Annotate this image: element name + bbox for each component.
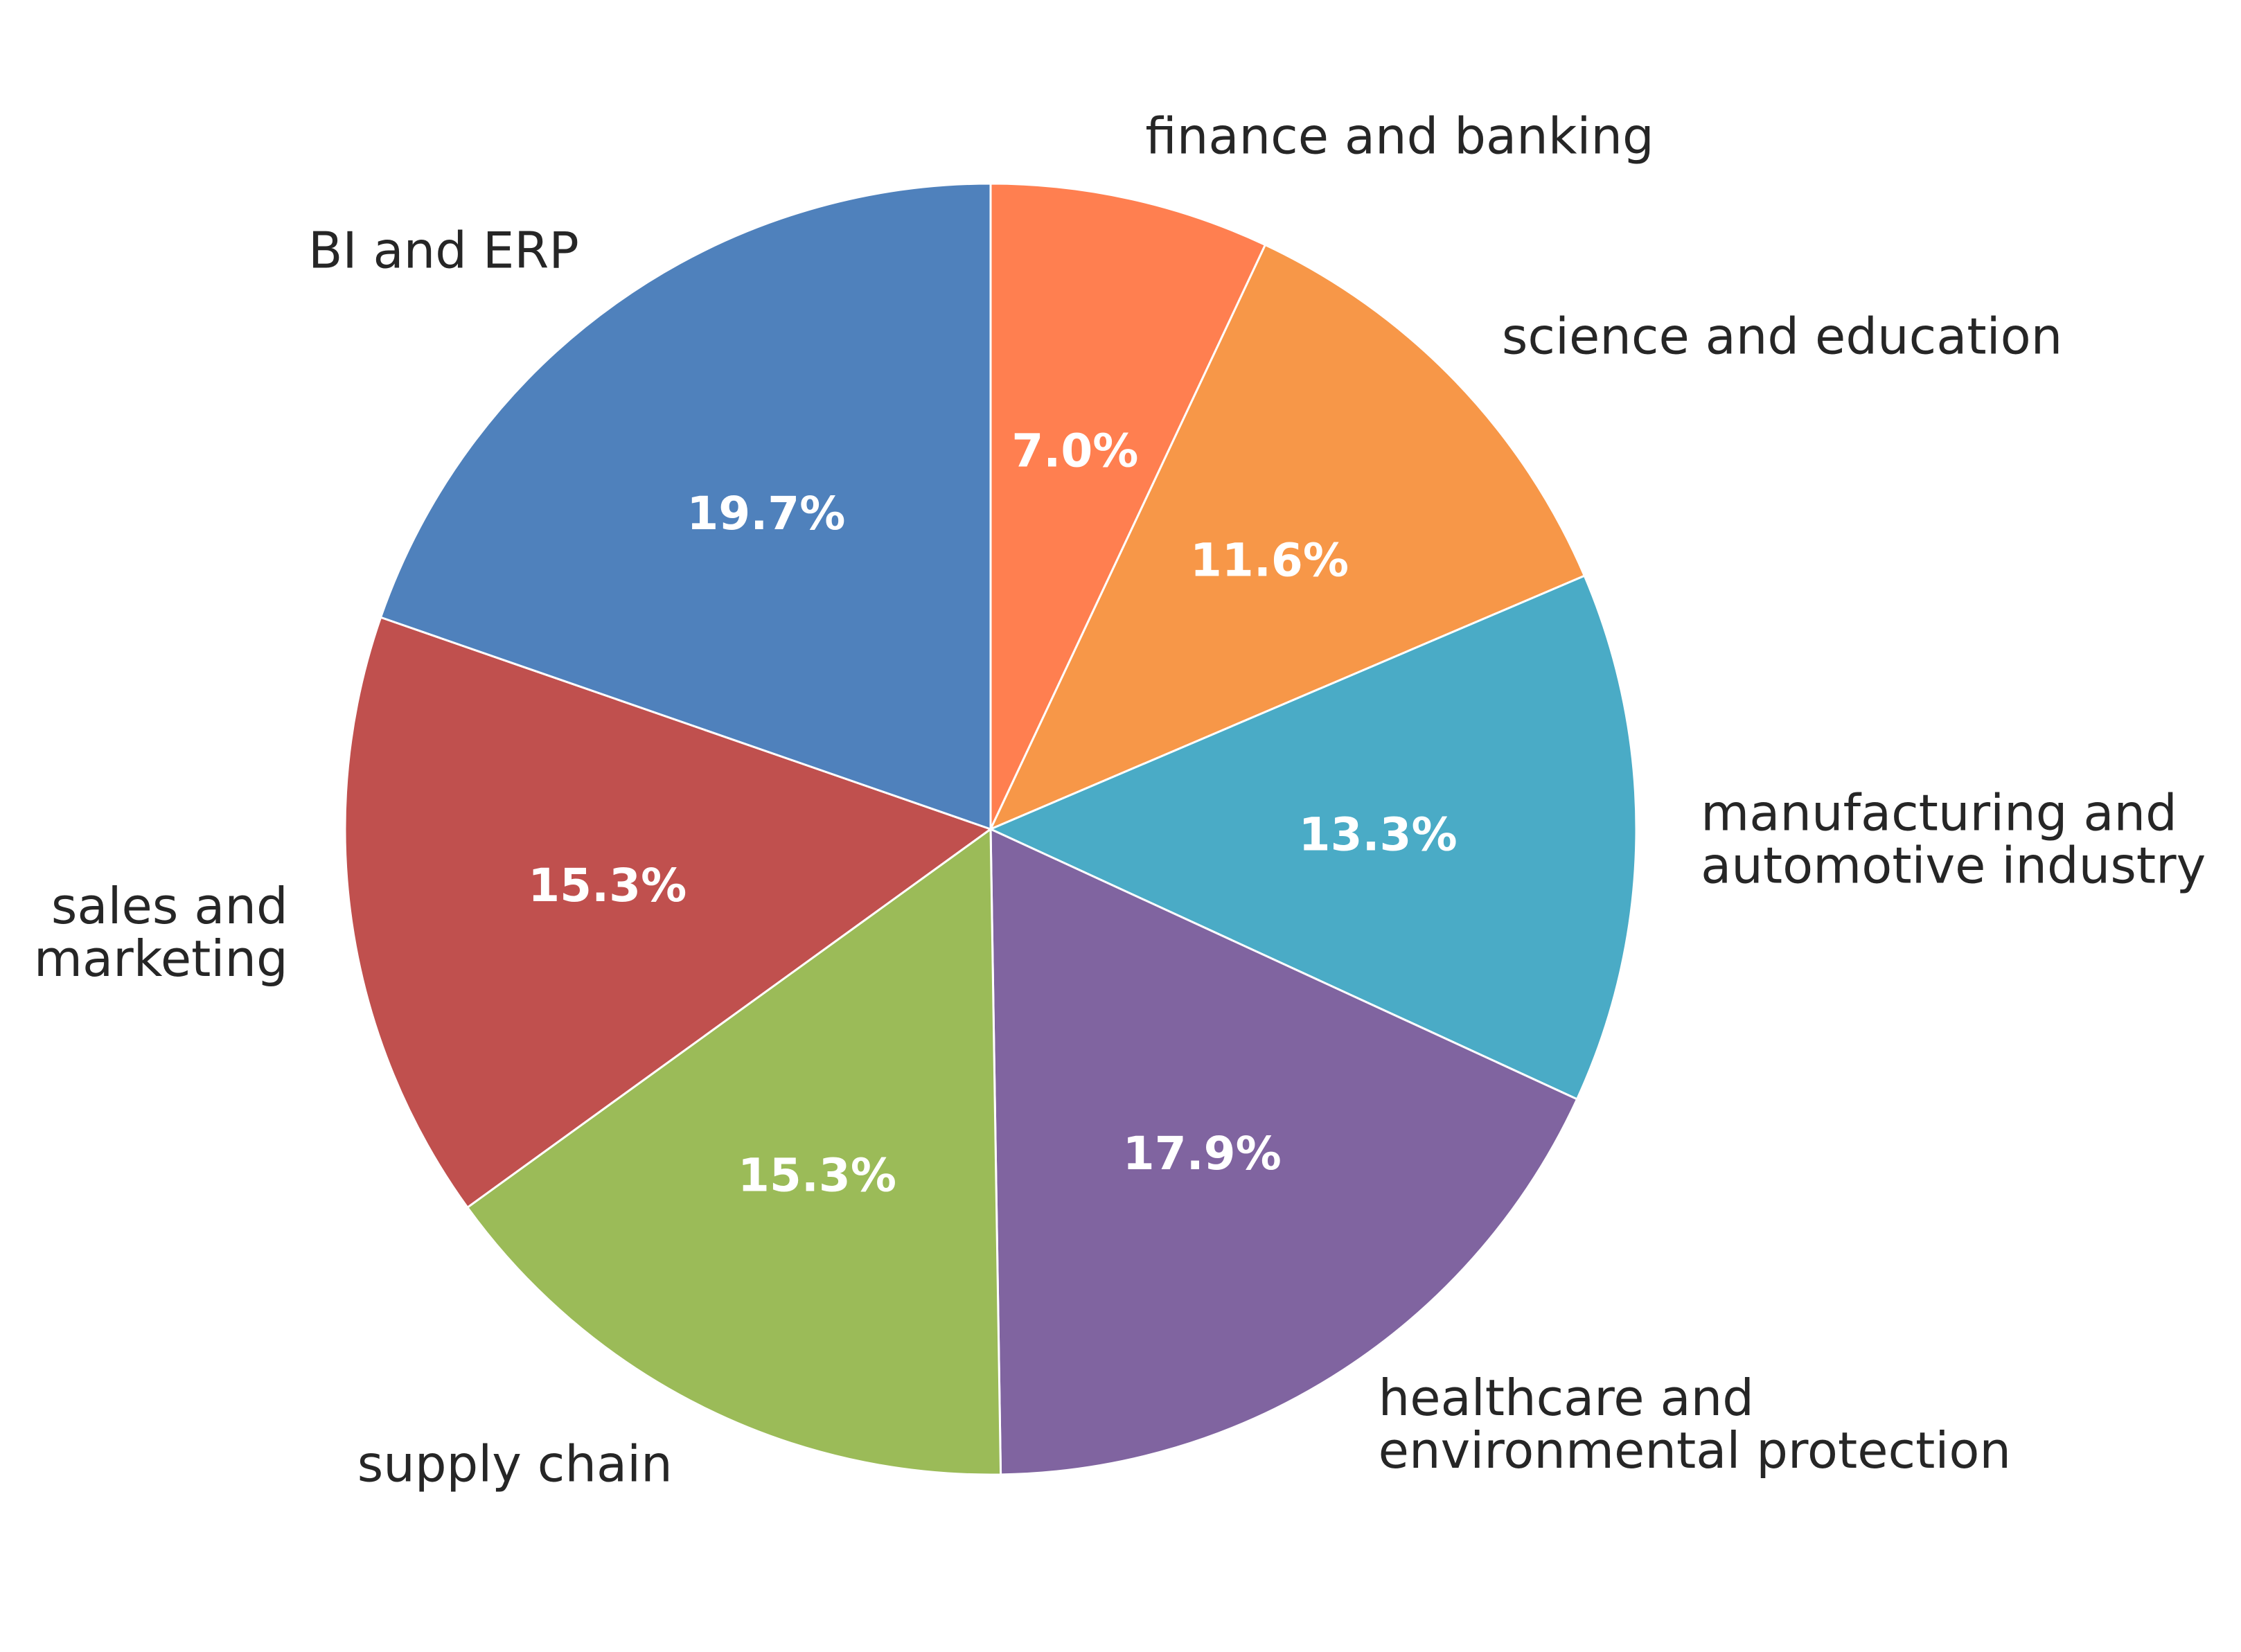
- pie-category-label-3: healthcare and environmental protection: [1379, 1369, 2011, 1480]
- pie-slice-3: [989, 828, 1579, 1476]
- pie-category-label-1: science and education: [1502, 307, 2062, 365]
- pie-slice-2: [989, 574, 1638, 1101]
- pie-category-label-2: manufacturing and automotive industry: [1701, 783, 2206, 894]
- pie-percent-label-1: 11.6%: [1190, 533, 1349, 587]
- pie-category-label-4: supply chain: [357, 1435, 673, 1493]
- pie-percent-label-0: 7.0%: [1011, 425, 1138, 478]
- pie-category-label-0: finance and banking: [1145, 107, 1654, 165]
- pie-slices: [344, 182, 1638, 1476]
- pie-percent-label-4: 15.3%: [738, 1148, 896, 1202]
- pie-category-label-line: science and education: [1502, 307, 2062, 365]
- pie-category-label-line: finance and banking: [1145, 107, 1654, 165]
- pie-category-label-line: BI and ERP: [308, 222, 579, 280]
- pie-percent-label-3: 17.9%: [1123, 1127, 1282, 1180]
- pie-percent-label-5: 15.3%: [528, 859, 687, 912]
- pie-category-label-line: sales and: [51, 877, 288, 935]
- pie-category-label-line: marketing: [34, 930, 288, 988]
- pie-percent-label-2: 13.3%: [1299, 808, 1458, 861]
- pie-category-label-line: healthcare and: [1379, 1369, 1754, 1427]
- pie-category-label-6: BI and ERP: [308, 222, 579, 280]
- pie-slice-5: [344, 616, 992, 1209]
- pie-category-label-line: manufacturing and: [1701, 783, 2177, 842]
- pie-percent-label-6: 19.7%: [687, 487, 845, 540]
- pie-slice-6: [380, 182, 992, 831]
- pie-slice-4: [466, 828, 1002, 1476]
- pie-percent-labels: 7.0% 11.6% 13.3% 17.9% 15.3% 15.3% 19.7%: [528, 425, 1457, 1202]
- pie-category-label-line: supply chain: [357, 1435, 673, 1493]
- pie-category-label-line: automotive industry: [1701, 836, 2206, 894]
- pie-category-label-line: environmental protection: [1379, 1421, 2011, 1480]
- pie-slice-1: [989, 244, 1586, 831]
- pie-category-label-5: sales and marketing: [34, 877, 288, 988]
- pie-slice-0: [989, 182, 1266, 831]
- pie-category-labels: finance and banking science and education…: [34, 107, 2206, 1493]
